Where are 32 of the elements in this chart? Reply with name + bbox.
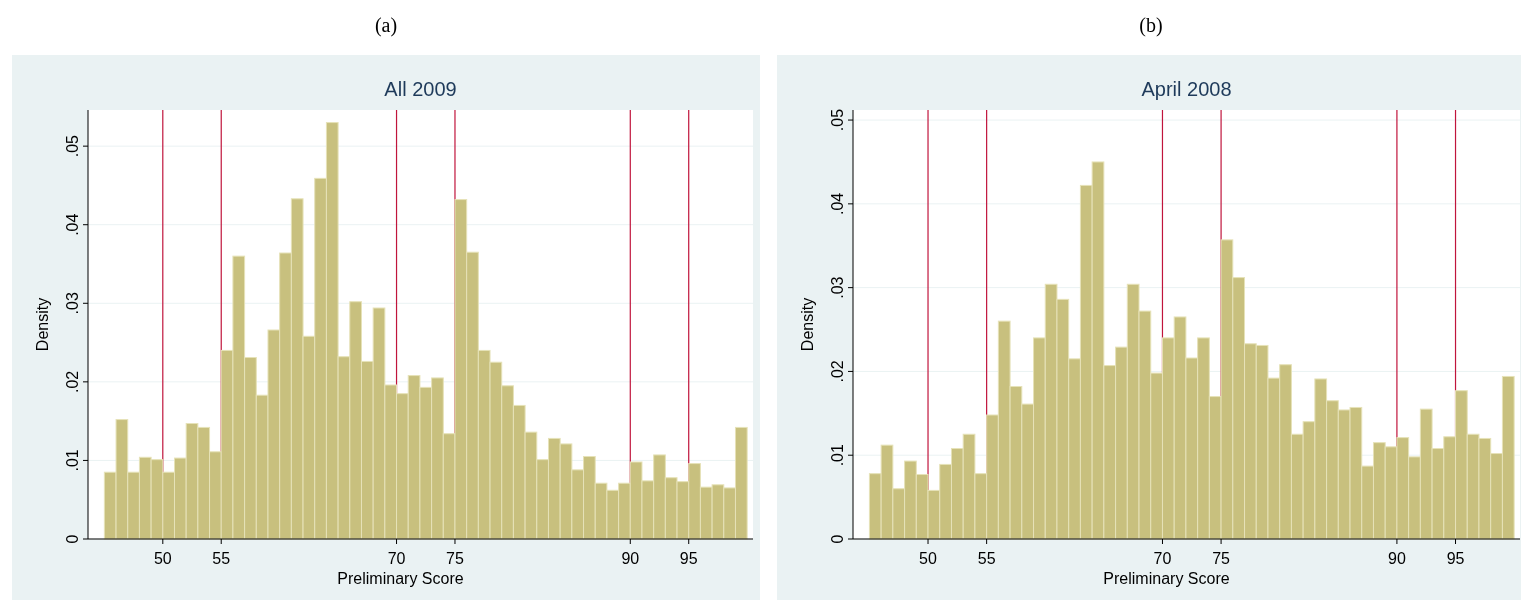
y-tick-label: .03 [64, 292, 81, 315]
chart-title: April 2008 [1141, 78, 1232, 100]
x-tick-label: 75 [1212, 550, 1231, 567]
x-tick-label: 55 [212, 550, 231, 567]
x-tick-label: 75 [446, 550, 464, 567]
y-tick-label: 0 [64, 534, 81, 544]
x-tick-label: 70 [387, 550, 406, 567]
y-tick-label: .03 [829, 276, 846, 299]
text: (a) [374, 14, 398, 37]
chart-title: All 2009 [384, 78, 457, 100]
x-tick-label: 90 [621, 550, 640, 567]
x-tick-label: 90 [1388, 550, 1406, 567]
text: (b) [1139, 14, 1163, 37]
x-tick-label: 95 [1446, 550, 1465, 567]
y-tick-label: .02 [64, 370, 81, 393]
y-tick-label: .02 [829, 360, 846, 383]
y-tick-label: .04 [829, 192, 846, 215]
y-tick-label: 0 [829, 534, 846, 544]
x-axis-title: Preliminary Score [1103, 570, 1230, 587]
x-tick-label: 70 [1153, 550, 1172, 567]
y-tick-label: .05 [64, 134, 81, 158]
y-tick-label: .04 [64, 213, 81, 236]
x-tick-label: 95 [679, 550, 698, 567]
y-tick-label: .01 [64, 449, 81, 472]
y-tick-label: .01 [829, 443, 846, 467]
x-axis-title: Preliminary Score [337, 570, 464, 587]
y-axis-title: Density [34, 297, 51, 352]
x-tick-label: 55 [977, 550, 996, 567]
y-tick-label: .05 [829, 108, 846, 132]
y-axis-title: Density [799, 297, 816, 352]
x-tick-label: 50 [153, 550, 172, 567]
x-tick-label: 50 [919, 550, 938, 567]
